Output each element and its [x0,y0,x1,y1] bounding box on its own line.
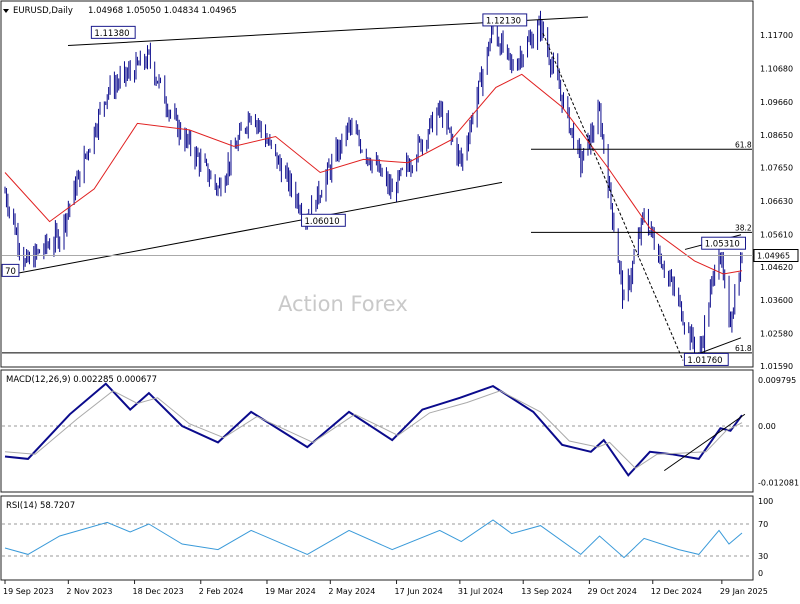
price-callout-box [301,213,346,227]
ohlc-readout: 1.04968 1.05050 1.04834 1.04965 [88,6,237,16]
price-panel: 61.8 38.2 61.8 1.11380 1.12130 1.06010 1.05310… [1,10,753,366]
last-price-label: 1.04965 [757,252,790,261]
macd-tick-label: 0.009795 [758,376,796,385]
macd-panel [2,382,752,477]
price-tick-label: 1.10680 [760,64,793,73]
rsi-title: RSI(14) 58.7207 [6,501,75,511]
x-tick-label: 2 Feb 2024 [199,587,244,596]
x-tick-label: 29 Jan 2025 [720,587,768,596]
rsi-panel [2,519,752,559]
last-price-tag [753,249,799,263]
price-callout-box [90,25,136,39]
macd-signal-line [4,390,743,469]
rsi-tick-label: 70 [758,520,768,529]
price-callout-box [482,13,528,27]
lower-trend-line [9,181,503,276]
price-callout-label: 1.01760 [687,356,722,366]
fib-level-label: 61.8 [735,140,752,149]
fib-level-label: 38.2 [735,223,752,232]
x-tick-label: 13 Sep 2024 [521,587,572,596]
x-tick-label: 2 May 2024 [328,587,375,596]
x-tick-label: 18 Dec 2023 [133,587,184,596]
price-tick-label: 1.11700 [760,31,793,40]
price-callout-box [1,263,20,277]
price-callout-label: 1.05310 [705,240,740,250]
price-tick-label: 1.05610 [760,230,793,239]
symbol-dropdown-icon[interactable] [3,9,9,13]
rsi-tick-label: 30 [758,552,768,561]
x-tick-label: 31 Jul 2024 [458,587,503,596]
macd-title: MACD(12,26,9) 0.002285 0.000677 [6,375,157,385]
price-callout-label: 1.12130 [486,16,521,26]
macd-panel-frame [0,369,754,493]
price-tick-label: 1.06630 [760,197,793,206]
price-tick-label: 1.02580 [760,330,793,339]
price-tick-label: 1.08650 [760,131,793,140]
price-tick-label: 1.04620 [760,263,793,272]
x-tick-label: 2 Nov 2023 [66,587,112,596]
price-callout-label: 1.11380 [94,29,129,39]
rsi-line [4,519,743,559]
rsi-tick-label: 0 [758,569,763,578]
x-tick-label: 19 Mar 2024 [265,587,316,596]
price-tick-label: 1.09660 [760,98,793,107]
macd-tick-label: -0.012081 [758,479,799,488]
macd-line [4,382,743,477]
price-tick-label: 1.03600 [760,296,793,305]
fib-level-label: 61.8 [735,344,752,353]
price-tick-label: 1.07650 [760,164,793,173]
moving-average-line [4,73,743,275]
price-callout-box [701,236,746,250]
x-tick-label: 12 Dec 2024 [651,587,702,596]
x-tick-label: 17 Jun 2024 [395,587,443,596]
rsi-panel-frame [0,495,754,581]
symbol-label: EURUSD,Daily [13,6,73,16]
macd-trend-line [663,413,746,472]
fib-projection-line [542,33,684,361]
macd-tick-label: 0.00 [758,422,776,431]
x-tick-label: 29 Oct 2024 [587,587,636,596]
watermark: Action Forex [278,292,408,316]
price-callout-label: 70 [5,267,16,277]
price-panel-frame [0,0,754,368]
price-callout-label: 1.06010 [305,217,340,227]
rsi-tick-label: 100 [758,497,773,506]
axes: 1.11700 1.10680 1.09660 1.08650 1.07650 1.066… [3,31,799,596]
price-tick-label: 1.01590 [760,362,793,371]
price-callout-box [683,352,729,366]
x-tick-label: 19 Sep 2023 [3,587,54,596]
